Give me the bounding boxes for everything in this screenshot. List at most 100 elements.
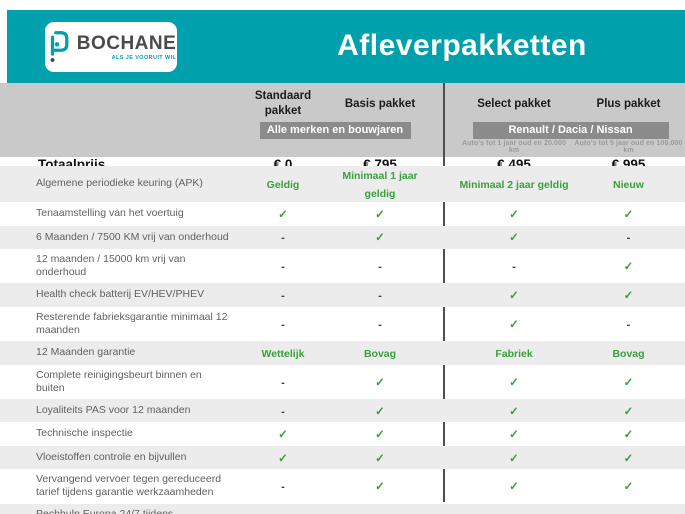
table-row: Resterende fabrieksgarantie minimaal 12 … <box>0 307 685 341</box>
feature-label: 12 Maanden garantie <box>36 346 136 359</box>
dash-mark: - <box>378 318 382 331</box>
table-row: Complete reinigingsbeurt binnen en buite… <box>0 365 685 399</box>
value-standaard: ✓ <box>238 449 328 467</box>
check-icon: ✓ <box>509 376 519 389</box>
value-text: Bovag <box>363 347 397 360</box>
value-basis: ✓ <box>328 477 432 495</box>
value-select: ✓ <box>456 402 572 420</box>
value-standaard: Wettelijk <box>238 344 328 362</box>
value-basis: ✓ <box>328 402 432 420</box>
check-icon: ✓ <box>509 452 519 465</box>
dash-mark: - <box>281 318 285 331</box>
table-row: Loyaliteits PAS voor 12 maanden - ✓ ✓ ✓ <box>0 398 685 423</box>
check-icon: ✓ <box>509 429 519 441</box>
value-basis: ✓ <box>328 425 432 443</box>
dash-mark: - <box>281 261 285 274</box>
value-basis: Bovag <box>328 344 432 362</box>
feature-label: Vervangend vervoer tegen gereduceerd tar… <box>36 473 222 499</box>
value-basis: - <box>328 286 432 304</box>
package-column-headers: Standaard pakket Basis pakket Select pak… <box>0 89 685 119</box>
check-icon: ✓ <box>509 290 519 302</box>
table-row: 12 Maanden garantie Wettelijk Bovag Fabr… <box>0 341 685 365</box>
check-icon: ✓ <box>278 429 288 441</box>
value-select: - <box>456 257 572 275</box>
table-row: Algemene periodieke keuring (APK) Geldig… <box>0 166 685 202</box>
column-header-plus: Plus pakket <box>596 97 661 110</box>
dash-mark: - <box>626 318 631 331</box>
value-select: Minimaal 2 jaar geldig <box>456 175 572 193</box>
header-bar: BOCHANE ALS JE VOORUIT WIL Afleverpakket… <box>7 10 685 83</box>
check-icon: ✓ <box>375 376 385 389</box>
value-text: Geldig <box>266 179 300 191</box>
check-icon: ✓ <box>623 376 634 389</box>
feature-label: Algemene periodieke keuring (APK) <box>36 177 203 190</box>
dash-mark: - <box>281 376 285 389</box>
value-select: ✓ <box>456 286 572 304</box>
feature-label: Tenaamstelling van het voertuig <box>36 207 184 220</box>
brand-group-bars: Alle merken en bouwjaren Renault / Dacia… <box>0 122 685 139</box>
feature-label: Health check batterij EV/HEV/PHEV <box>36 288 205 301</box>
value-plus: ✓ <box>572 449 685 467</box>
value-plus: ✓ <box>572 286 685 304</box>
value-plus: ✓ <box>572 477 685 495</box>
value-basis: ✓ <box>328 449 432 467</box>
feature-label: Loyaliteits PAS voor 12 maanden <box>36 403 191 416</box>
value-select: ✓ <box>456 315 572 333</box>
check-icon: ✓ <box>623 452 634 465</box>
value-select: ✓ <box>456 205 572 223</box>
value-basis: Minimaal 1 jaar geldig <box>328 166 432 202</box>
value-standaard: - <box>238 286 328 304</box>
check-icon: ✓ <box>375 429 385 441</box>
dash-mark: - <box>378 261 382 274</box>
logo-name: BOCHANE <box>76 32 177 54</box>
value-standaard: Geldig <box>238 175 328 193</box>
value-plus: ✓ <box>572 257 685 275</box>
check-icon: ✓ <box>623 208 634 221</box>
check-icon: ✓ <box>375 452 385 465</box>
value-standaard: - <box>238 228 328 246</box>
value-standaard: - <box>238 477 328 495</box>
check-icon: ✓ <box>375 232 385 245</box>
value-text: Minimaal 2 jaar geldig <box>459 179 569 191</box>
value-standaard: - <box>238 315 328 333</box>
value-text: Nieuw <box>613 179 644 191</box>
select-condition-note: Auto's tot 1 jaar oud en 20.000 km <box>462 140 566 154</box>
dash-mark: - <box>281 232 285 245</box>
value-plus: Bovag <box>572 344 685 362</box>
check-icon: ✓ <box>278 208 288 221</box>
logo-tagline: ALS JE VOORUIT WIL <box>111 54 177 61</box>
group-bar-renault-dacia-nissan: Renault / Dacia / Nissan <box>472 122 669 139</box>
value-standaard: ✓ <box>238 425 328 443</box>
plus-condition-note: Auto's tot 5 jaar oud en 100.000 km <box>574 140 683 154</box>
column-header-standaard: Standaard pakket <box>254 90 312 117</box>
value-text: Wettelijk <box>261 347 305 360</box>
table-row: 12 maanden / 15000 km vrij van onderhoud… <box>0 249 685 283</box>
value-select: ✓ <box>456 373 572 391</box>
packages-header-band: Standaard pakket Basis pakket Select pak… <box>0 83 685 172</box>
table-row: Health check batterij EV/HEV/PHEV - - ✓ … <box>0 283 685 307</box>
bochane-logo-icon <box>50 31 69 62</box>
check-icon: ✓ <box>278 452 288 465</box>
value-select: Fabriek <box>456 344 572 362</box>
table-row: 6 Maanden / 7500 KM vrij van onderhoud -… <box>0 225 685 249</box>
feature-label: Technische inspectie <box>36 427 133 440</box>
check-icon: ✓ <box>375 208 385 221</box>
table-row: Pechhulp Europa 24/7 tijdens fabrieksgar… <box>0 503 685 514</box>
value-plus: ✓ <box>572 373 685 391</box>
table-row: Vloeistoffen controle en bijvullen ✓ ✓ ✓… <box>0 445 685 470</box>
dash-mark: - <box>512 261 516 274</box>
column-header-select: Select pakket <box>477 97 551 110</box>
value-plus: ✓ <box>572 205 685 223</box>
value-basis: - <box>328 257 432 275</box>
feature-label: Vloeistoffen controle en bijvullen <box>36 450 187 463</box>
check-icon: ✓ <box>623 481 634 494</box>
value-standaard: - <box>238 373 328 391</box>
value-plus: ✓ <box>572 425 685 443</box>
feature-label: Resterende fabrieksgarantie minimaal 12 … <box>36 310 228 336</box>
value-standaard: - <box>238 257 328 275</box>
check-icon: ✓ <box>623 405 634 418</box>
value-plus: - <box>572 315 685 333</box>
check-icon: ✓ <box>509 405 519 418</box>
value-plus: ✓ <box>572 402 685 420</box>
value-select: ✓ <box>456 477 572 495</box>
